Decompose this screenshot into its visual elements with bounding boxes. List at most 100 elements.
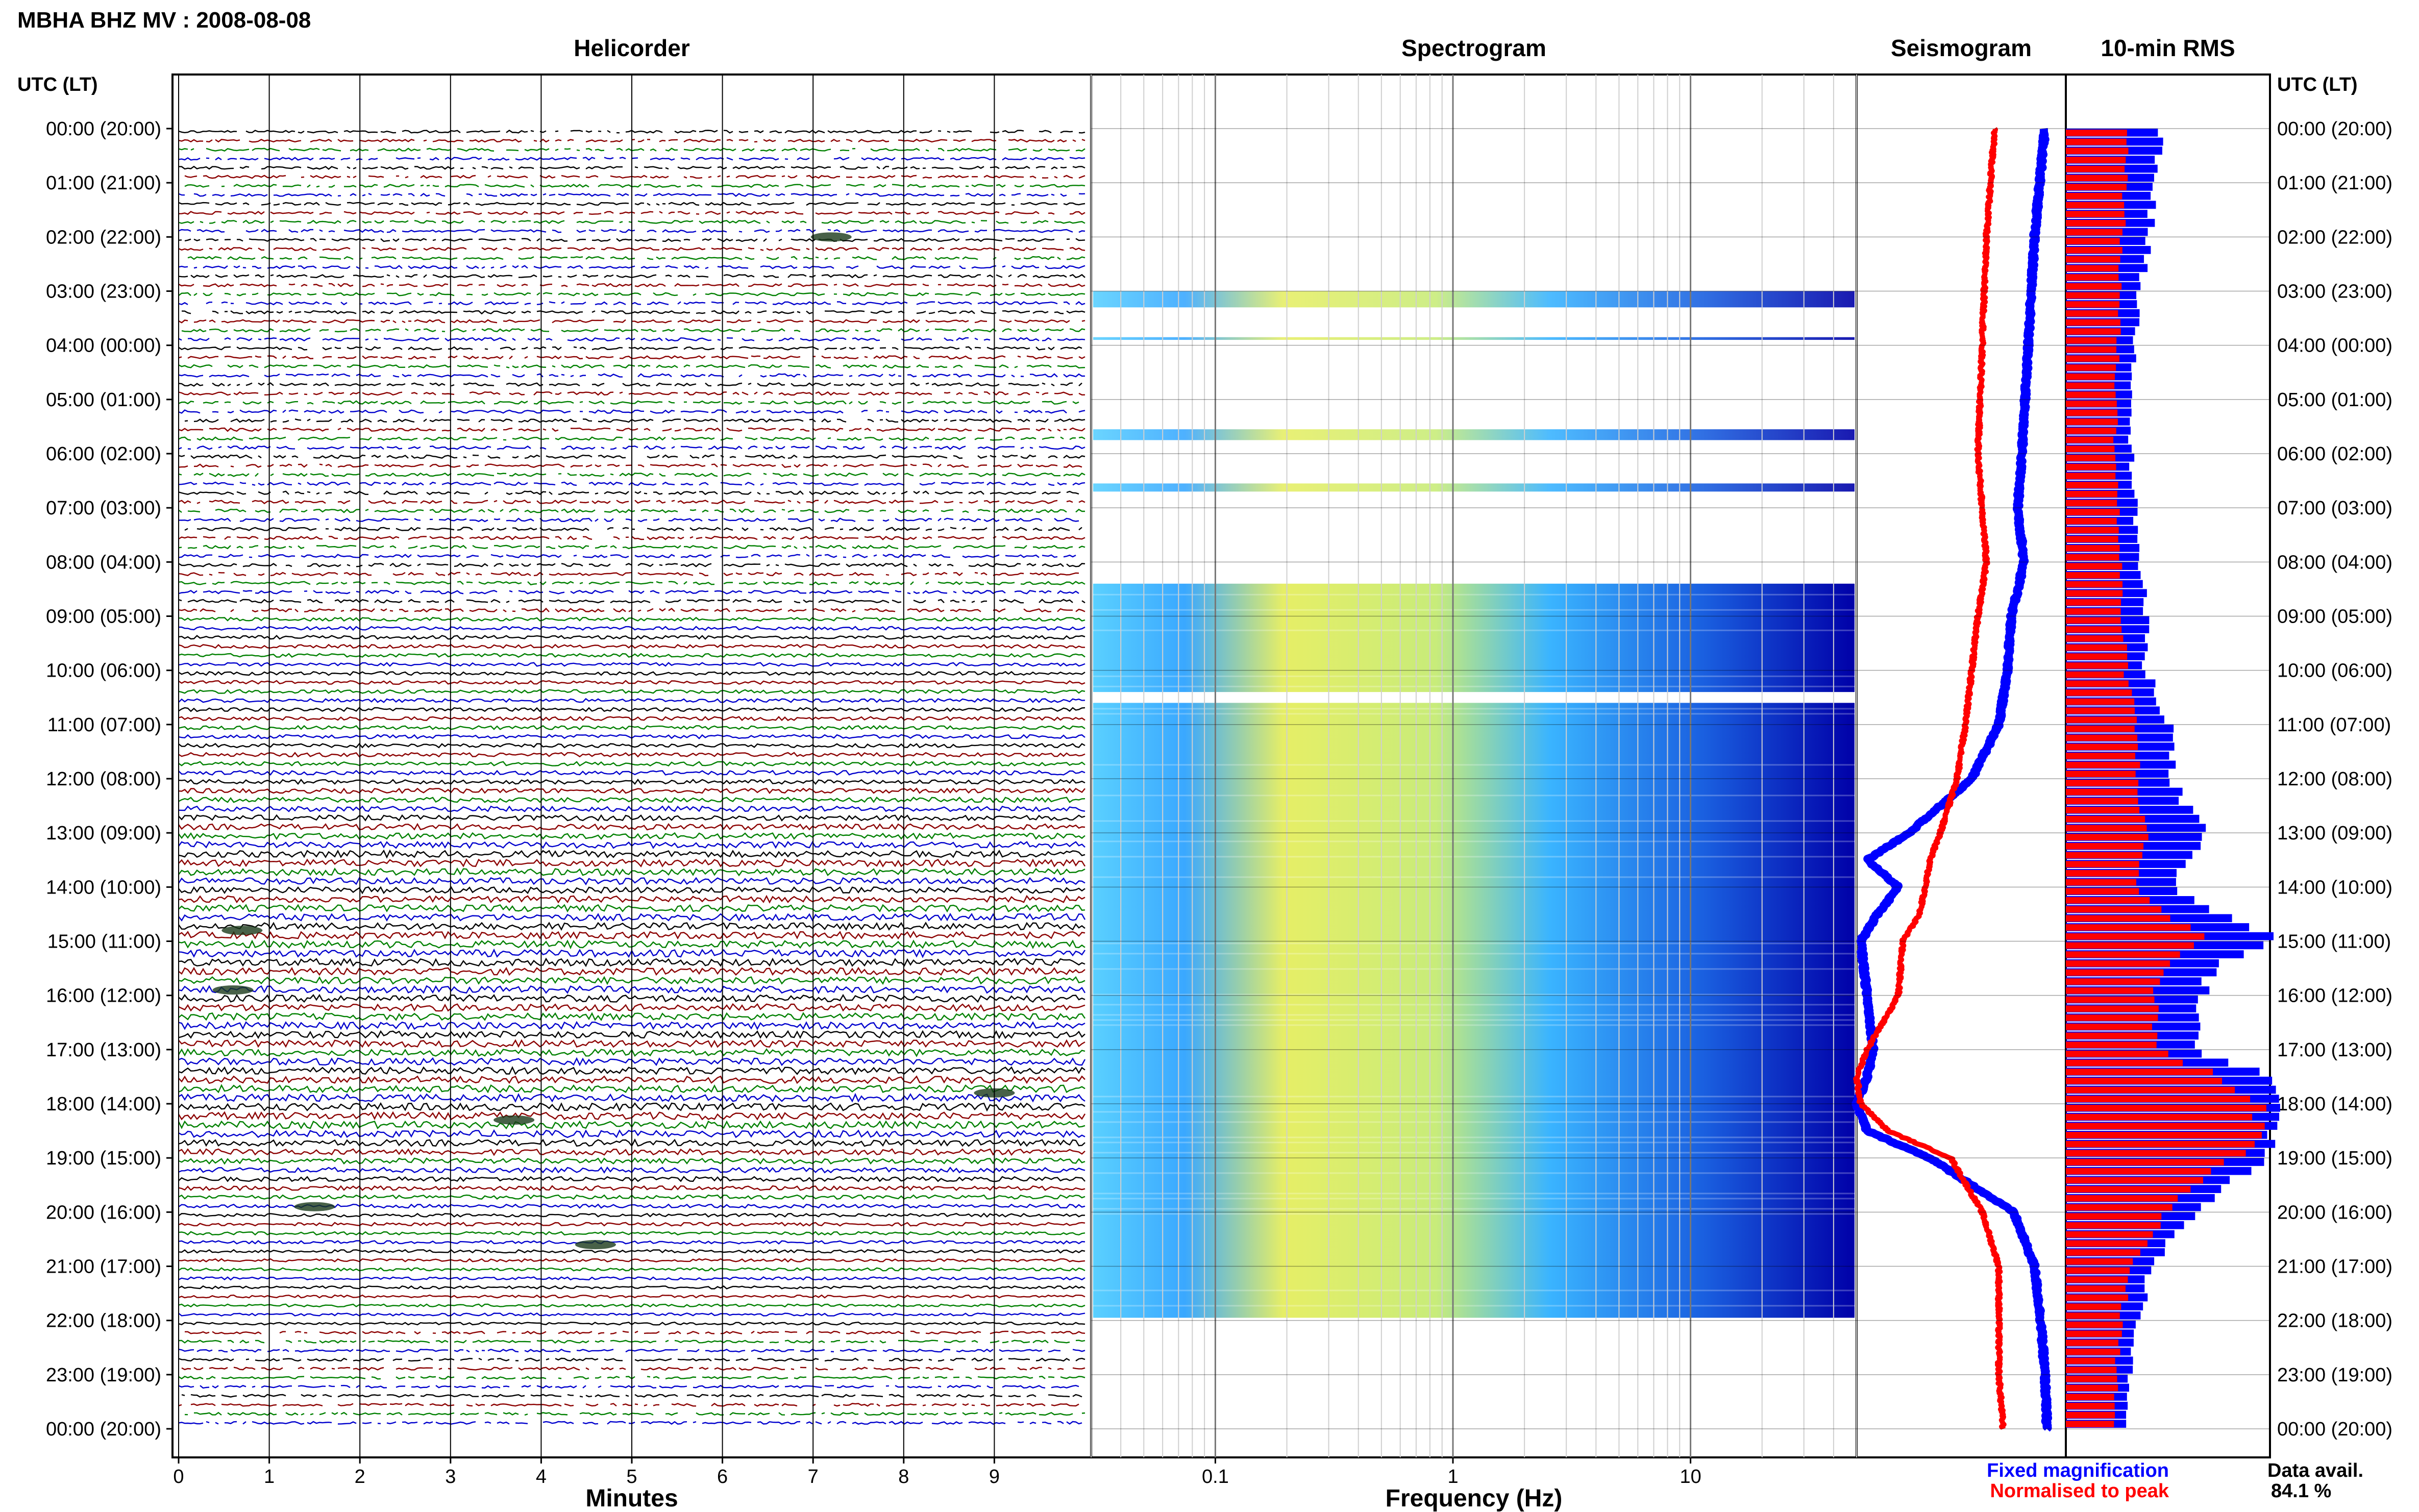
rms-bar-normalised — [2066, 608, 2121, 615]
seismogram-plot — [1852, 126, 2053, 1432]
rms-bar-normalised — [2066, 788, 2138, 796]
rms-bar-normalised — [2066, 400, 2117, 407]
time-label-left: 02:00 (22:00) — [46, 227, 161, 248]
helicorder-trace — [178, 481, 1085, 486]
helicorder-trace — [178, 472, 1085, 477]
helicorder-trace — [178, 535, 1085, 540]
helicorder-event — [493, 1115, 535, 1125]
time-label-right: 15:00 (11:00) — [2277, 931, 2391, 953]
rms-bar-normalised — [2066, 798, 2138, 805]
rms-bar-normalised — [2066, 707, 2135, 714]
rms-bar-normalised — [2066, 1294, 2129, 1301]
rms-bar-normalised — [2066, 373, 2115, 380]
rms-plot — [2066, 129, 2280, 1428]
helicorder-event — [221, 926, 263, 935]
time-label-right: 18:00 (14:00) — [2277, 1094, 2392, 1115]
spectrogram-streak — [1093, 968, 1855, 970]
rms-bar-normalised — [2066, 815, 2145, 823]
helicorder-trace — [181, 328, 1085, 333]
time-label-right: 21:00 (17:00) — [2277, 1256, 2392, 1278]
rms-bar-normalised — [2066, 1059, 2183, 1067]
legend-fixed: Fixed magnification — [1987, 1460, 2169, 1481]
rms-bar-normalised — [2066, 1231, 2153, 1238]
helicorder-trace — [178, 427, 1085, 432]
rms-bar-normalised — [2066, 942, 2194, 949]
rms-bar-normalised — [2066, 888, 2139, 895]
spectrogram-streak — [1093, 629, 1855, 631]
rms-bar-normalised — [2066, 644, 2127, 651]
time-label-right: 08:00 (04:00) — [2277, 552, 2392, 573]
spectrogram-xtick-label: 0.1 — [1202, 1466, 1229, 1488]
rms-bar-normalised — [2066, 364, 2116, 371]
spectrogram-streak — [1093, 764, 1855, 766]
spectrogram-streak — [1093, 1208, 1855, 1210]
helicorder-trace — [181, 1394, 1082, 1398]
time-label-right: 02:00 (22:00) — [2277, 227, 2392, 248]
rms-bar-normalised — [2066, 951, 2180, 958]
time-label-left: 07:00 (03:00) — [46, 498, 161, 519]
rms-bar-normalised — [2066, 879, 2137, 886]
rms-bar-normalised — [2066, 310, 2118, 317]
rms-bar-normalised — [2066, 572, 2120, 579]
spectrogram-block — [1093, 703, 1855, 1318]
rms-bar-normalised — [2066, 130, 2127, 136]
time-label-left: 18:00 (14:00) — [46, 1094, 161, 1115]
rms-bar-normalised — [2066, 247, 2122, 254]
rms-bar-normalised — [2066, 1014, 2158, 1021]
spectrogram-streak — [1093, 1019, 1855, 1021]
rms-bar-normalised — [2066, 1032, 2158, 1039]
time-label-left: 01:00 (21:00) — [46, 172, 161, 194]
rms-bar-normalised — [2066, 1150, 2246, 1157]
rms-bar-normalised — [2066, 1267, 2130, 1274]
time-labels-left: 00:00 (20:00) 01:00 (21:00) 02:00 (22:00) 0… — [46, 118, 172, 1440]
helicorder-trace — [178, 292, 1085, 296]
rms-bar-normalised — [2066, 635, 2124, 642]
spectrogram-streak — [1093, 1172, 1855, 1174]
rms-bar-normalised — [2066, 175, 2128, 182]
helicorder-trace — [178, 202, 1085, 206]
helicorder-trace — [181, 310, 1085, 315]
spectrogram-block — [1093, 583, 1855, 692]
time-label-right: 13:00 (09:00) — [2277, 823, 2392, 844]
spectrogram-streak — [1093, 1121, 1855, 1123]
data-avail-value: 84.1 % — [2271, 1480, 2331, 1502]
rms-bar-normalised — [2066, 1348, 2120, 1355]
rms-bar-normalised — [2066, 1240, 2148, 1247]
spectrogram-streak — [1093, 713, 1855, 715]
helicorder-xtick-label: 0 — [173, 1466, 184, 1488]
rms-bar-normalised — [2066, 536, 2118, 542]
rms-bar-normalised — [2066, 238, 2120, 245]
rms-bar-normalised — [2066, 1023, 2153, 1030]
time-label-left: 22:00 (18:00) — [46, 1310, 161, 1332]
rms-bar-normalised — [2066, 391, 2116, 398]
helicorder-trace — [184, 175, 1085, 179]
rms-bar-normalised — [2066, 599, 2121, 606]
spectrogram-streak — [1093, 856, 1855, 858]
time-label-left: 12:00 (08:00) — [46, 769, 161, 790]
rms-bar-normalised — [2066, 1402, 2115, 1409]
time-label-right: 03:00 (23:00) — [2277, 281, 2392, 303]
helicorder-trace — [185, 1330, 1085, 1335]
rms-bar-normalised — [2066, 256, 2120, 263]
helicorder-trace — [178, 436, 1085, 441]
helicorder-trace — [178, 238, 1085, 242]
rms-bar-normalised — [2066, 482, 2118, 488]
spectrogram-streak — [1093, 1014, 1855, 1016]
rms-bar-normalised — [2066, 157, 2126, 163]
rms-bar-normalised — [2066, 1303, 2121, 1310]
time-axis-header-right: UTC (LT) — [2277, 74, 2358, 95]
time-label-left: 06:00 (02:00) — [46, 443, 161, 465]
helicorder-title: Helicorder — [574, 35, 690, 61]
time-label-left: 13:00 (09:00) — [46, 823, 161, 844]
rms-bar-normalised — [2066, 1249, 2140, 1256]
rms-bar-normalised — [2066, 1113, 2253, 1121]
rms-bar-normalised — [2066, 328, 2121, 335]
time-axis-header-left: UTC (LT) — [17, 74, 98, 95]
helicorder-xtick-label: 8 — [898, 1466, 909, 1488]
rms-bar-normalised — [2066, 1086, 2235, 1094]
data-avail-label: Data avail. — [2267, 1460, 2363, 1481]
time-label-left: 00:00 (20:00) — [46, 118, 161, 140]
rms-bar-normalised — [2066, 1340, 2118, 1346]
helicorder-event — [212, 985, 254, 995]
